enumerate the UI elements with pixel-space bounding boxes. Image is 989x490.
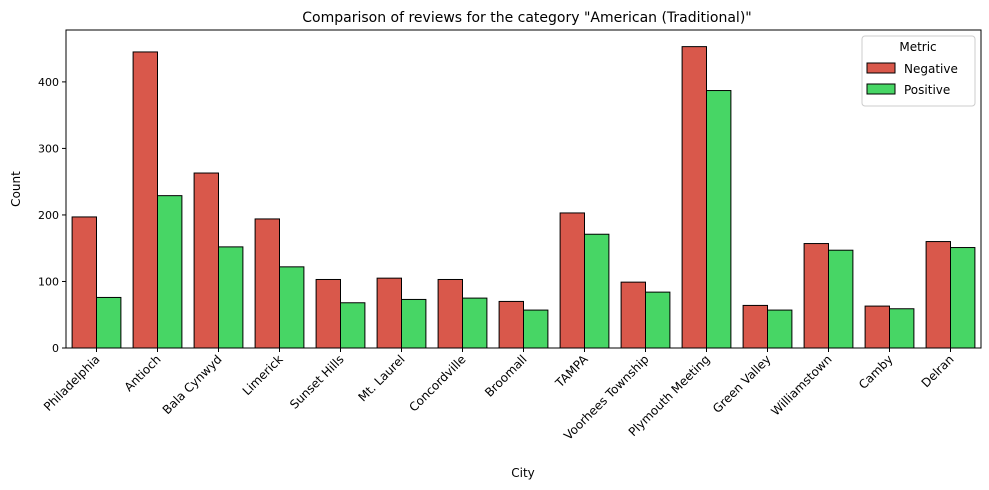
bar-negative-green-valley	[742, 304, 768, 349]
bar-positive-concordville	[462, 297, 488, 349]
bar-negative-delran	[925, 241, 951, 349]
bar-positive-plymouth-meeting	[706, 90, 732, 349]
bar-positive-voorhees-township	[645, 291, 671, 349]
bar-negative-plymouth-meeting	[681, 46, 707, 349]
bar-negative-williamstown	[803, 243, 829, 349]
bar-positive-bala-cynwyd	[218, 246, 244, 349]
x-tick-label: Bala Cynwyd	[160, 352, 225, 417]
bar-positive-tampa	[584, 233, 610, 349]
x-tick-label: Antioch	[122, 352, 164, 394]
x-axis-label: City	[511, 466, 535, 480]
y-tick-label: 300	[38, 142, 59, 155]
x-tick-label: Green Valley	[710, 352, 774, 416]
bar-negative-concordville	[437, 278, 464, 349]
bar-negative-sunset-hills	[315, 278, 342, 349]
bar-positive-delran	[950, 247, 976, 349]
bar-negative-mt-laurel	[376, 277, 403, 349]
bar-positive-broomall	[523, 309, 549, 349]
x-tick-label: TAMPA	[552, 352, 591, 391]
bar-positive-camby	[889, 308, 915, 349]
bar-positive-antioch	[157, 195, 183, 349]
x-tick-label: Broomall	[482, 352, 530, 400]
y-tick-label: 400	[38, 76, 59, 89]
chart-title: Comparison of reviews for the category "…	[302, 10, 751, 26]
bar-negative-camby	[864, 305, 890, 349]
bar-negative-bala-cynwyd	[193, 172, 220, 349]
bar-positive-philadelphia	[96, 296, 122, 349]
bars-group	[71, 46, 976, 349]
x-tick-label: Delran	[919, 352, 957, 390]
bar-positive-green-valley	[767, 309, 793, 349]
legend-title: Metric	[899, 40, 936, 54]
bar-negative-broomall	[498, 300, 525, 349]
bar-positive-limerick	[279, 266, 305, 349]
legend-swatch-positive	[866, 83, 896, 95]
bar-negative-philadelphia	[71, 216, 97, 349]
legend-swatch-negative	[866, 62, 896, 74]
x-tick-label: Concordville	[406, 352, 468, 414]
x-tick-label: Sunset Hills	[287, 352, 347, 412]
legend-label-negative: Negative	[904, 62, 958, 76]
y-tick-label: 200	[38, 209, 59, 222]
bar-negative-voorhees-township	[620, 281, 646, 349]
x-tick-label: Mt. Laurel	[355, 352, 407, 404]
x-tick-label: Williamstown	[768, 352, 834, 418]
y-tick-label: 100	[38, 275, 59, 288]
bar-positive-mt-laurel	[401, 298, 427, 349]
legend: Metric Negative Positive	[861, 35, 976, 107]
bar-negative-antioch	[132, 51, 159, 349]
y-tick-label: 0	[52, 342, 59, 355]
bar-positive-williamstown	[828, 249, 854, 349]
x-tick-label: Limerick	[240, 352, 286, 398]
bar-negative-tampa	[559, 212, 585, 349]
bar-positive-sunset-hills	[340, 302, 366, 349]
x-tick-label: Philadelphia	[41, 352, 103, 414]
legend-label-positive: Positive	[904, 83, 950, 97]
y-axis-label: Count	[9, 171, 23, 207]
x-tick-label: Camby	[856, 352, 896, 392]
bar-negative-limerick	[254, 218, 281, 349]
